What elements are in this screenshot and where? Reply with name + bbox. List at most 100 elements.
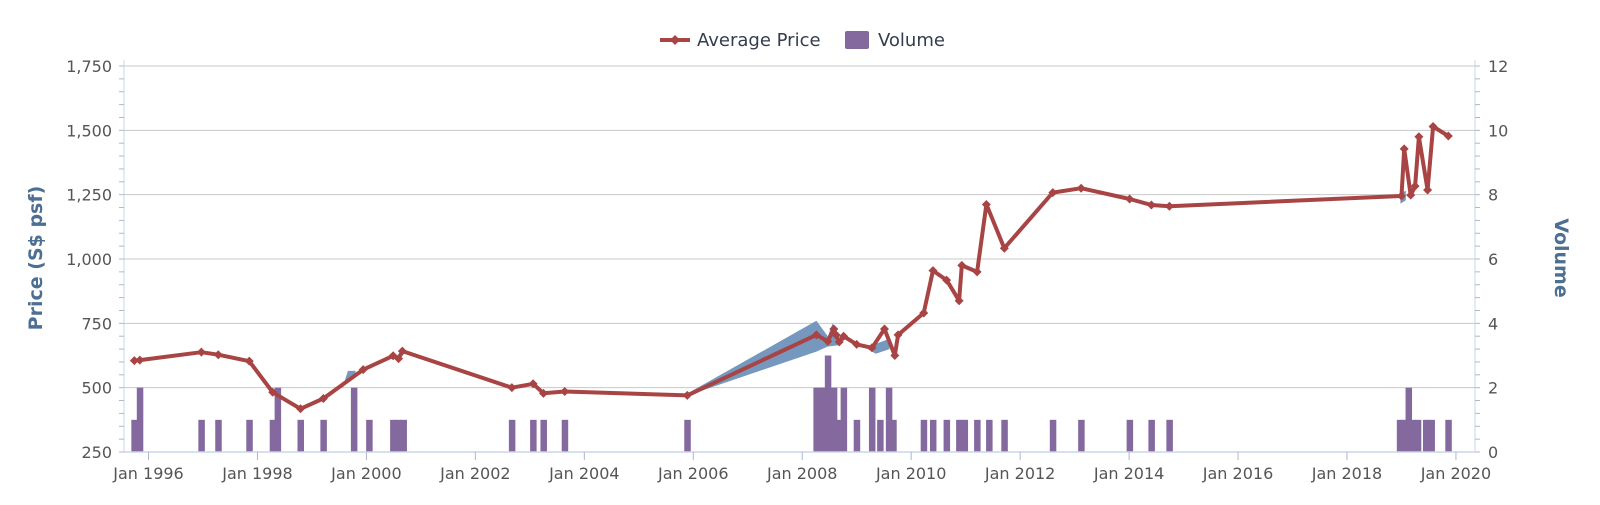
- volume-bar: [1401, 419, 1408, 452]
- legend-label-volume: Volume: [878, 30, 945, 51]
- volume-bar: [1148, 419, 1155, 452]
- average-price-marker[interactable]: [1423, 185, 1433, 195]
- average-price-marker[interactable]: [957, 260, 967, 270]
- average-price-marker[interactable]: [823, 336, 833, 346]
- volume-bar: [890, 419, 897, 452]
- y-left-tick-label: 500: [81, 379, 112, 398]
- average-price-marker[interactable]: [1428, 121, 1438, 131]
- volume-bar: [1428, 419, 1435, 452]
- axes: 250 0 500 2 750 4 1,000 6 1,250 8 1,500 10 1,750 12 Ja…: [66, 57, 1508, 483]
- x-tick-label: Jan 2002: [439, 464, 510, 483]
- average-price-marker[interactable]: [893, 330, 903, 340]
- x-tick-label: Jan 2006: [657, 464, 728, 483]
- y-axis-left-title: Price (S$ psf): [25, 186, 47, 331]
- volume-bar: [215, 419, 222, 452]
- volume-bar: [885, 387, 893, 452]
- x-tick-label: Jan 1998: [221, 464, 292, 483]
- average-price-marker[interactable]: [1076, 183, 1086, 193]
- average-price-marker[interactable]: [296, 404, 306, 414]
- average-price-marker[interactable]: [1146, 200, 1156, 210]
- volume-bar: [198, 419, 205, 452]
- y-right-tick-label: 6: [1488, 250, 1498, 269]
- volume-bar: [684, 419, 691, 452]
- volume-bar: [131, 419, 138, 452]
- volume-bar: [1078, 419, 1085, 452]
- volume-bar: [390, 419, 397, 452]
- x-tick-label: Jan 1996: [112, 464, 183, 483]
- average-price-marker[interactable]: [1410, 181, 1420, 191]
- average-price-marker[interactable]: [1443, 131, 1453, 141]
- x-tick-label: Jan 2020: [1420, 464, 1491, 483]
- y-right-tick-label: 0: [1488, 443, 1498, 462]
- average-price-marker[interactable]: [867, 343, 877, 353]
- average-price-marker[interactable]: [1406, 190, 1416, 200]
- volume-bar: [1445, 419, 1452, 452]
- average-price-marker[interactable]: [244, 356, 254, 366]
- volume-bar: [961, 419, 969, 452]
- average-price-marker[interactable]: [358, 365, 368, 375]
- average-price-marker[interactable]: [972, 267, 982, 277]
- average-price-marker[interactable]: [507, 383, 517, 393]
- volume-bar: [974, 419, 981, 452]
- average-price-marker[interactable]: [397, 346, 407, 356]
- average-price-marker[interactable]: [919, 308, 929, 318]
- volume-bar: [297, 419, 305, 452]
- average-price-marker[interactable]: [839, 331, 849, 341]
- average-price-marker[interactable]: [135, 355, 145, 365]
- y-right-tick-label: 10: [1488, 121, 1508, 140]
- average-price-marker[interactable]: [834, 337, 844, 347]
- average-price-marker[interactable]: [1396, 191, 1406, 201]
- average-price-marker[interactable]: [1414, 132, 1424, 142]
- y-axis-right-title: Volume: [1550, 218, 1572, 297]
- volume-bar: [540, 419, 547, 452]
- average-price-marker[interactable]: [999, 243, 1009, 253]
- legend-item-volume[interactable]: Volume: [845, 30, 945, 51]
- volume-bar: [350, 387, 358, 452]
- average-price-marker[interactable]: [928, 266, 938, 276]
- y-right-tick-label: 8: [1488, 186, 1498, 205]
- average-price-marker[interactable]: [954, 296, 964, 306]
- volume-bar: [561, 419, 569, 452]
- legend-item-average-price[interactable]: Average Price: [660, 30, 821, 51]
- average-price-marker[interactable]: [1399, 144, 1409, 154]
- average-price-marker[interactable]: [942, 275, 952, 285]
- volume-bar: [320, 419, 327, 452]
- average-price-marker[interactable]: [538, 388, 548, 398]
- average-price-marker[interactable]: [129, 356, 139, 366]
- average-price-marker[interactable]: [196, 347, 206, 357]
- volume-bar: [366, 419, 373, 452]
- average-price-marker[interactable]: [1125, 194, 1135, 204]
- volume-bar: [818, 387, 826, 452]
- average-price-marker[interactable]: [268, 387, 278, 397]
- y-left-tick-label: 750: [81, 314, 112, 333]
- average-price-marker[interactable]: [981, 199, 991, 209]
- volume-bar: [1405, 387, 1413, 452]
- volume-bar: [824, 355, 832, 452]
- legend: Average Price Volume: [660, 30, 945, 51]
- average-price-marker[interactable]: [682, 390, 692, 400]
- volume-bars: [131, 355, 1452, 452]
- average-price-path: [132, 124, 1451, 411]
- average-price-marker[interactable]: [394, 354, 404, 364]
- volume-bar: [508, 419, 516, 452]
- average-price-marker[interactable]: [890, 351, 900, 360]
- average-price-marker[interactable]: [528, 379, 538, 389]
- volume-bar: [877, 419, 884, 452]
- volume-bar: [813, 387, 820, 452]
- average-price-marker[interactable]: [318, 393, 328, 403]
- grid-lines: [124, 65, 1475, 389]
- volume-bar: [830, 387, 838, 452]
- volume-bar: [1409, 419, 1416, 452]
- average-price-marker[interactable]: [560, 387, 570, 397]
- volume-bar: [986, 419, 993, 452]
- average-price-marker[interactable]: [1048, 188, 1058, 198]
- average-price-marker[interactable]: [1164, 201, 1174, 211]
- x-tick-label: Jan 2012: [984, 464, 1055, 483]
- average-price-marker[interactable]: [831, 330, 841, 340]
- volume-bar: [840, 387, 848, 452]
- average-price-marker[interactable]: [213, 350, 223, 360]
- average-price-marker[interactable]: [879, 324, 889, 334]
- average-price-marker[interactable]: [852, 339, 862, 349]
- y-right-tick-label: 4: [1488, 314, 1498, 333]
- average-price-marker[interactable]: [811, 330, 821, 340]
